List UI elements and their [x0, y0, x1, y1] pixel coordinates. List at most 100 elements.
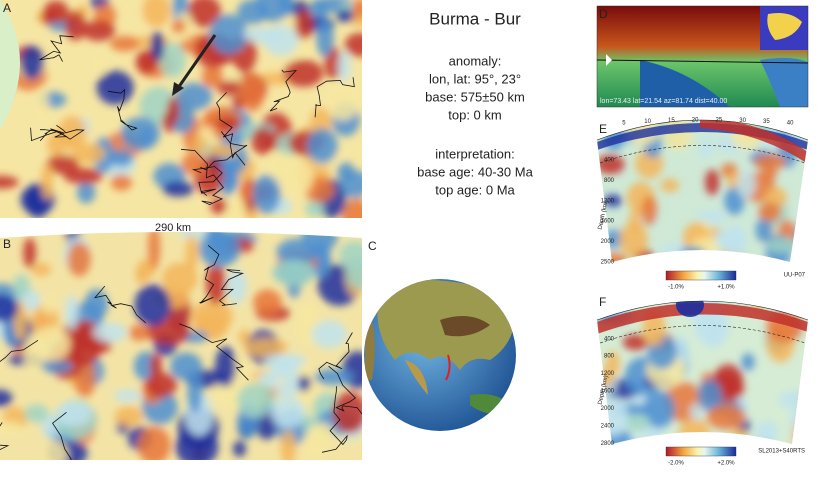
anomaly-blob: [238, 329, 251, 346]
anomaly-blob: [40, 162, 54, 201]
anomaly-blob: [704, 169, 720, 196]
anomaly-blob: [618, 222, 648, 257]
anomaly-blob: [239, 180, 255, 202]
distance-label: 20: [692, 118, 699, 124]
anomaly-blob: [0, 294, 19, 323]
depth-label: 1600: [601, 389, 615, 395]
anomaly-blob: [622, 334, 649, 351]
colorbar: [665, 446, 737, 457]
distance-label: 35: [763, 119, 770, 125]
profile-caption: lon=73.43 lat=21.54 az=81.74 dist=40.00: [600, 98, 727, 105]
anomaly-blob: [341, 198, 362, 218]
anomaly-blob: [259, 371, 280, 387]
anomaly-blob: [91, 57, 107, 75]
coastline: [328, 365, 362, 416]
info-line: base: 575±50 km: [425, 89, 525, 104]
coastline: [200, 131, 248, 171]
anomaly-blob: [96, 70, 134, 105]
anomaly-blob: [109, 35, 140, 52]
anomaly-blob: [316, 18, 334, 57]
anomaly-blob: [678, 417, 710, 444]
anomaly-blob: [147, 319, 191, 346]
scale-label: 290 km: [155, 222, 191, 234]
anomaly-blob: [706, 404, 746, 430]
anomaly-blob: [269, 358, 304, 397]
panel-label: C: [368, 239, 377, 253]
anomaly-blob: [187, 372, 203, 413]
panel-label: E: [599, 122, 607, 136]
anomaly-blob: [191, 299, 233, 334]
model-name: SL2013+S40RTS: [758, 449, 805, 455]
anomaly-blob: [129, 324, 150, 342]
anomaly-blob: [162, 181, 194, 197]
depth-label: 1200: [601, 371, 615, 377]
anomaly-blob: [624, 414, 651, 431]
anomaly-blob: [344, 32, 362, 57]
anomaly-blob: [741, 353, 755, 371]
coastline: [39, 35, 74, 62]
anomaly-blob: [272, 259, 315, 286]
coastline: [191, 166, 223, 196]
anomaly-blob: [109, 149, 134, 167]
info-line: top age: 0 Ma: [435, 182, 515, 197]
anomaly-blob: [159, 42, 186, 78]
anomaly-blob: [336, 9, 354, 23]
panel-f-section: [597, 274, 808, 444]
anomaly-blob: [134, 284, 171, 327]
colorbar: [665, 270, 737, 281]
anomaly-blob: [64, 294, 79, 331]
anomaly-blob: [755, 420, 779, 444]
anomaly-blob: [597, 274, 619, 290]
anomaly-trace: [445, 354, 451, 381]
anomaly-blob: [736, 170, 756, 198]
anomaly-blob: [150, 31, 165, 61]
colorbar-max: +2.0%: [717, 461, 735, 467]
depth-label: 800: [604, 354, 615, 360]
anomaly-blob: [217, 80, 242, 96]
anomaly-blob: [790, 416, 808, 444]
anomaly-blob: [338, 240, 362, 271]
coastline: [218, 269, 245, 306]
depth-label: 400: [604, 336, 615, 342]
anomaly-arrow: [176, 34, 217, 89]
panel-label: F: [599, 295, 606, 309]
heading: interpretation:: [435, 146, 515, 161]
anomaly-blob: [179, 232, 210, 240]
anomaly-blob: [603, 194, 623, 207]
anomaly-blob: [280, 157, 314, 197]
model-name: UU-P07: [784, 273, 806, 279]
anomaly-blob: [332, 391, 362, 434]
anomaly-blob: [0, 175, 19, 189]
globe-outside: [0, 0, 20, 130]
anomaly-blob: [43, 0, 69, 23]
coastline: [108, 88, 138, 131]
anomaly-blob: [161, 262, 198, 296]
anomaly-blob: [40, 360, 74, 373]
anomaly-blob: [65, 326, 102, 367]
depth-label: 1200: [601, 198, 615, 204]
anomaly-blob: [337, 50, 351, 84]
anomaly-blob: [680, 246, 705, 261]
anomaly-blob: [758, 202, 782, 223]
distance-label: 5: [622, 121, 626, 127]
anomaly-blob: [239, 72, 265, 112]
distance-label: 25: [716, 118, 723, 124]
anomaly-blob: [257, 72, 291, 86]
depth-660: [599, 145, 806, 164]
anomaly-blob: [283, 59, 324, 87]
anomaly-blob: [605, 350, 620, 377]
slab-band: [597, 303, 808, 334]
panel-d-frame: [596, 5, 809, 108]
section-top: [596, 300, 809, 321]
anomaly-blob: [699, 136, 713, 159]
coastline: [321, 386, 348, 453]
anomaly-blob: [172, 19, 186, 34]
anomaly-blob: [113, 389, 142, 402]
distance-label: 15: [668, 118, 675, 124]
anomaly-blob: [753, 154, 787, 170]
anomaly-blob: [71, 143, 106, 164]
anomaly-blob: [713, 364, 744, 397]
coastline: [93, 285, 146, 324]
anomaly-blob: [76, 181, 96, 204]
